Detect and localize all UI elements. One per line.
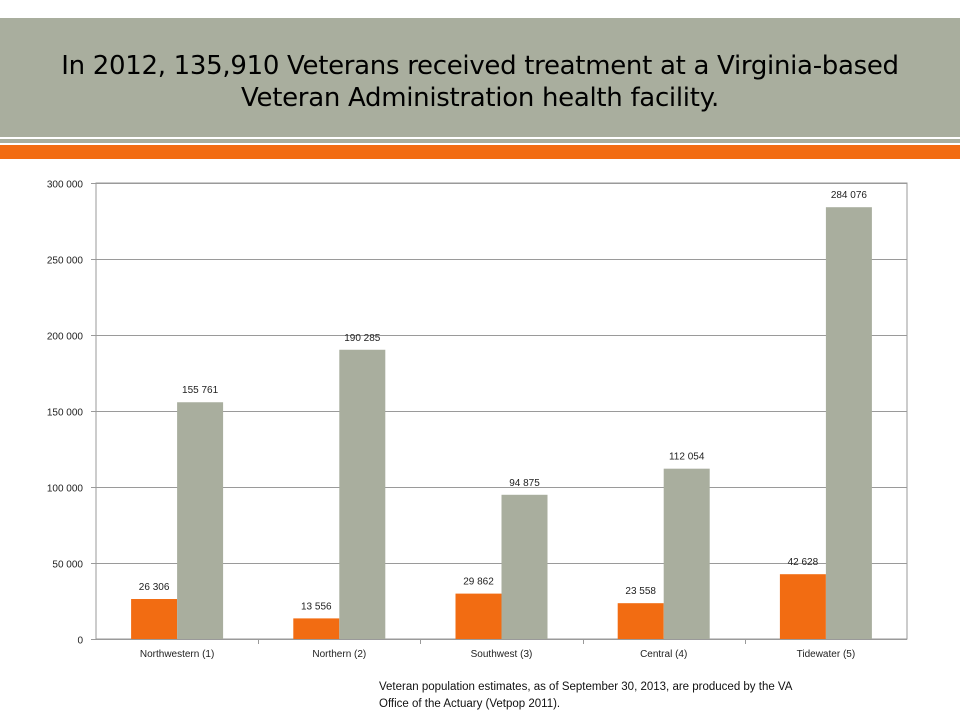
bar: [177, 402, 224, 639]
bar: [293, 618, 340, 639]
bar: [617, 603, 664, 639]
y-tick-label: 200 000: [47, 332, 84, 343]
y-tick-label: 0: [77, 636, 83, 647]
bar: [131, 599, 178, 639]
bar: [339, 349, 386, 639]
slide-title: In 2012, 135,910 Veterans received treat…: [0, 50, 960, 114]
slide-title-line1: In 2012, 135,910 Veterans received treat…: [61, 51, 899, 81]
title-band: [0, 18, 960, 137]
divider-orange: [0, 145, 960, 159]
data-label: 26 306: [139, 582, 170, 593]
bar: [779, 574, 826, 639]
data-label: 284 076: [831, 190, 868, 201]
bar: [663, 468, 710, 639]
slide-title-line2: Veteran Administration health facility.: [241, 83, 719, 113]
source-footnote: Veteran population estimates, as of Sept…: [379, 679, 939, 713]
bar: [501, 494, 548, 639]
y-tick-label: 300 000: [47, 180, 84, 191]
data-label: 29 862: [463, 577, 494, 588]
bar: [825, 207, 872, 640]
data-label: 23 558: [625, 586, 656, 597]
divider-gray: [0, 139, 960, 143]
data-label: 112 054: [669, 452, 705, 463]
bar: [455, 593, 502, 639]
footnote-line1: Veteran population estimates, as of Sept…: [379, 681, 793, 693]
data-label: 13 556: [301, 601, 332, 612]
y-tick-label: 150 000: [47, 408, 84, 419]
footnote-line2: Office of the Actuary (Vetpop 2011).: [379, 698, 561, 710]
data-label: 155 761: [182, 385, 219, 396]
data-label: 42 628: [788, 557, 819, 568]
data-label: 190 285: [344, 333, 381, 344]
data-label: 94 875: [509, 478, 540, 489]
x-category-label: Tidewater (5): [797, 649, 856, 660]
y-tick-label: 250 000: [47, 256, 84, 267]
x-category-label: Southwest (3): [471, 649, 533, 660]
bar-chart: 0 50 000 100 000 150 000 200 000 250 000 300 0…: [47, 180, 908, 660]
y-tick-label: 100 000: [47, 484, 84, 495]
x-category-label: Northern (2): [312, 649, 366, 660]
y-tick-label: 50 000: [52, 560, 83, 571]
x-category-label: Northwestern (1): [140, 649, 214, 660]
x-category-label: Central (4): [640, 649, 687, 660]
